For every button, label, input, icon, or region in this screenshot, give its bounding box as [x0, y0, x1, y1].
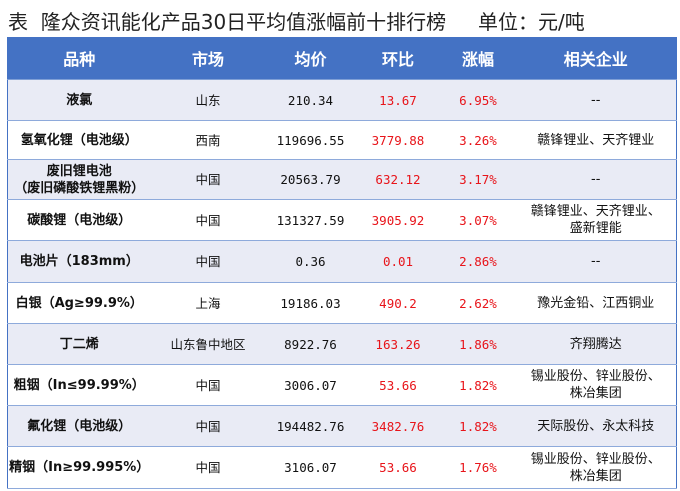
change-cell: 3482.76	[355, 405, 441, 447]
increase-pct-cell: 1.82%	[440, 364, 516, 406]
table-row: 精铟（In≥99.995%） 中国 3106.07 53.66 1.76% 锡业股份、锌业…	[7, 446, 677, 489]
column-header-product: 品种	[7, 37, 151, 80]
companies-cell: 赣锋锂业、天齐锂业、 盛新锂能	[515, 199, 677, 241]
companies-cell: 天际股份、永太科技	[515, 405, 677, 447]
average-price-cell: 19186.03	[265, 282, 356, 324]
change-cell: 53.66	[355, 446, 441, 489]
column-header-market: 市场	[150, 37, 266, 80]
market-cell: 中国	[150, 240, 266, 283]
header-row: 品种 市场 均价 环比 涨幅 相关企业	[7, 37, 677, 80]
increase-pct-cell: 3.17%	[440, 159, 516, 200]
table-row: 废旧锂电池 （废旧磷酸铁锂黑粉） 中国 20563.79 632.12 3.17% --	[7, 159, 677, 200]
change-cell: 632.12	[355, 159, 441, 200]
product-cell: 液氯	[7, 79, 151, 121]
table-row: 白银（Ag≥99.9%） 上海 19186.03 490.2 2.62% 豫光金铅、江西铜…	[7, 282, 677, 324]
average-price-cell: 119696.55	[265, 120, 356, 160]
table-row: 碳酸锂（电池级） 中国 131327.59 3905.92 3.07% 赣锋锂业、天齐锂业…	[7, 199, 677, 241]
table-row: 氟化锂（电池级） 中国 194482.76 3482.76 1.82% 天际股份、永太科技	[7, 405, 677, 447]
companies-cell: 锡业股份、锌业股份、 株冶集团	[515, 446, 677, 489]
market-cell: 西南	[150, 120, 266, 160]
product-cell: 电池片（183mm）	[7, 240, 151, 283]
companies-cell: 豫光金铅、江西铜业	[515, 282, 677, 324]
increase-pct-cell: 1.82%	[440, 405, 516, 447]
average-price-cell: 8922.76	[265, 323, 356, 365]
market-cell: 山东	[150, 79, 266, 121]
change-cell: 3779.88	[355, 120, 441, 160]
market-cell: 上海	[150, 282, 266, 324]
increase-pct-cell: 1.76%	[440, 446, 516, 489]
change-cell: 163.26	[355, 323, 441, 365]
ranking-table: 品种 市场 均价 环比 涨幅 相关企业 液氯 山东 210.34 13.67 6.95%…	[7, 37, 677, 489]
average-price-cell: 210.34	[265, 79, 356, 121]
increase-pct-cell: 1.86%	[440, 323, 516, 365]
companies-cell: 赣锋锂业、天齐锂业	[515, 120, 677, 160]
market-cell: 中国	[150, 405, 266, 447]
average-price-cell: 20563.79	[265, 159, 356, 200]
column-header-change: 环比	[355, 37, 441, 80]
companies-cell: --	[515, 79, 677, 121]
change-cell: 13.67	[355, 79, 441, 121]
change-cell: 0.01	[355, 240, 441, 283]
market-cell: 中国	[150, 159, 266, 200]
product-cell: 氢氧化锂（电池级）	[7, 120, 151, 160]
average-price-cell: 3106.07	[265, 446, 356, 489]
column-header-increase-pct: 涨幅	[440, 37, 516, 80]
average-price-cell: 194482.76	[265, 405, 356, 447]
table-row: 丁二烯 山东鲁中地区 8922.76 163.26 1.86% 齐翔腾达	[7, 323, 677, 365]
market-cell: 中国	[150, 364, 266, 406]
product-cell: 废旧锂电池 （废旧磷酸铁锂黑粉）	[7, 159, 151, 200]
product-cell: 氟化锂（电池级）	[7, 405, 151, 447]
market-cell: 山东鲁中地区	[150, 323, 266, 365]
companies-cell: 锡业股份、锌业股份、 株冶集团	[515, 364, 677, 406]
companies-cell: --	[515, 159, 677, 200]
companies-cell: 齐翔腾达	[515, 323, 677, 365]
average-price-cell: 3006.07	[265, 364, 356, 406]
product-cell: 白银（Ag≥99.9%）	[7, 282, 151, 324]
table-row: 氢氧化锂（电池级） 西南 119696.55 3779.88 3.26% 赣锋锂业、天齐锂…	[7, 120, 677, 160]
increase-pct-cell: 3.26%	[440, 120, 516, 160]
table-row: 粗铟（In≤99.99%） 中国 3006.07 53.66 1.82% 锡业股份、锌业股…	[7, 364, 677, 406]
average-price-cell: 131327.59	[265, 199, 356, 241]
increase-pct-cell: 3.07%	[440, 199, 516, 241]
market-cell: 中国	[150, 199, 266, 241]
product-cell: 碳酸锂（电池级）	[7, 199, 151, 241]
change-cell: 490.2	[355, 282, 441, 324]
table-title: 表 隆众资讯能化产品30日平均值涨幅前十排行榜 单位：元/吨	[8, 10, 585, 34]
average-price-cell: 0.36	[265, 240, 356, 283]
companies-cell: --	[515, 240, 677, 283]
table-row: 液氯 山东 210.34 13.67 6.95% --	[7, 79, 677, 121]
table-row: 电池片（183mm） 中国 0.36 0.01 2.86% --	[7, 240, 677, 283]
increase-pct-cell: 2.86%	[440, 240, 516, 283]
product-cell: 丁二烯	[7, 323, 151, 365]
increase-pct-cell: 2.62%	[440, 282, 516, 324]
change-cell: 3905.92	[355, 199, 441, 241]
column-header-average-price: 均价	[265, 37, 356, 80]
increase-pct-cell: 6.95%	[440, 79, 516, 121]
product-cell: 精铟（In≥99.995%）	[7, 446, 151, 489]
column-header-companies: 相关企业	[515, 37, 677, 80]
product-cell: 粗铟（In≤99.99%）	[7, 364, 151, 406]
change-cell: 53.66	[355, 364, 441, 406]
market-cell: 中国	[150, 446, 266, 489]
